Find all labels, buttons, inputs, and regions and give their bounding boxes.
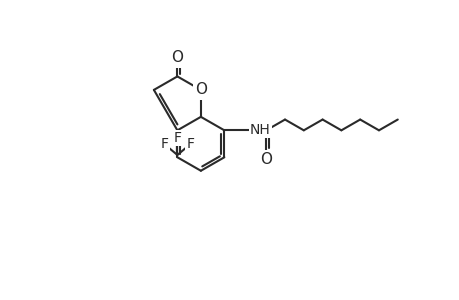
Text: O: O: [260, 152, 272, 167]
Text: O: O: [195, 82, 207, 98]
Text: O: O: [171, 50, 183, 65]
Text: F: F: [173, 131, 181, 145]
Text: F: F: [186, 137, 194, 151]
Text: F: F: [160, 137, 168, 151]
Text: NH: NH: [249, 123, 270, 136]
